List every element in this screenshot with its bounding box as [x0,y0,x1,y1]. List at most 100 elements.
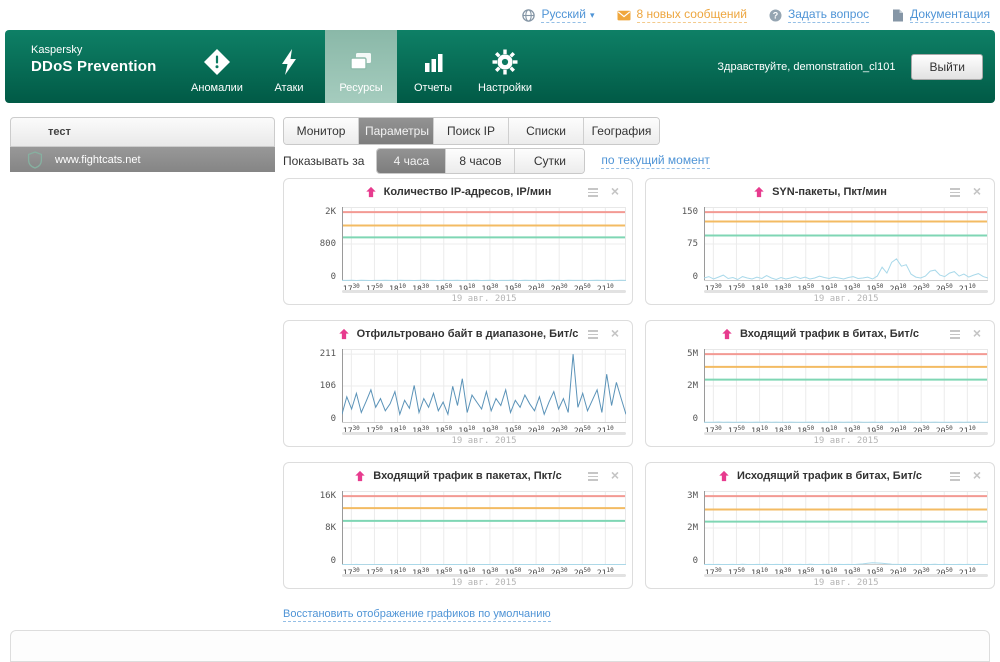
x-axis-label: 1830 [774,425,792,436]
chart-date-label: 19 авг. 2015 [451,578,517,588]
chart-title: SYN-пакеты, Пкт/мин [772,186,887,198]
x-axis-label: 2010 [528,567,545,578]
trend-up-icon [754,186,764,198]
chart-scrollbar[interactable] [704,290,988,293]
x-axis-label: 1850 [435,425,453,436]
period-day-button[interactable]: Сутки [515,149,585,173]
chart-menu-icon[interactable] [588,188,598,199]
tab-geography[interactable]: География [584,118,659,144]
chart-close-icon[interactable]: × [972,183,981,199]
nav-item-reports[interactable]: Отчеты [397,30,469,103]
messages-link[interactable]: 8 новых сообщений [617,7,747,23]
chart-menu-icon[interactable] [588,472,598,483]
x-axis-label: 1810 [751,567,768,578]
chart-scrollbar[interactable] [704,574,988,577]
chart-panel-header: Количество IP-адресов, IP/мин [284,186,632,198]
x-axis-label: 2010 [890,567,907,578]
nav-item-attacks[interactable]: Атаки [253,30,325,103]
chart-title: Входящий трафик в пакетах, Пкт/с [373,470,562,482]
y-axis-label: 150 [681,207,698,218]
chart-menu-icon[interactable] [950,330,960,341]
y-axis-label: 8K [325,523,336,533]
logout-button[interactable]: Выйти [911,53,983,80]
x-axis-label: 1910 [458,283,476,294]
x-axis-label: 2010 [890,425,907,436]
tab-parameters[interactable]: Параметры [359,118,434,144]
tab-monitor[interactable]: Монитор [284,118,359,144]
x-axis-label: 2050 [574,567,591,578]
chart-title: Количество IP-адресов, IP/мин [383,186,552,198]
x-axis-label: 1850 [797,283,815,294]
nav-item-anomalies[interactable]: Аномалии [181,30,253,103]
x-axis-label: 1830 [774,567,792,578]
x-axis-label: 1810 [389,283,406,294]
chart-plot [342,349,626,423]
x-axis-label: 2030 [913,425,930,436]
chart-title: Исходящий трафик в битах, Бит/с [736,470,923,482]
y-axis-label: 16K [319,491,336,502]
document-icon [893,9,904,21]
tab-lists[interactable]: Списки [509,118,584,144]
period-4h-button[interactable]: 4 часа [377,149,447,173]
topbar: Русский ▾ 8 новых сообщений ? Задать воп… [0,0,1000,30]
period-selector: Показывать за 4 часа 8 часов Сутки по те… [283,148,710,174]
chart-menu-icon[interactable] [950,472,960,483]
ask-question-label: Задать вопрос [787,7,870,23]
chart-plot [704,349,988,423]
resource-group-header[interactable]: тест [10,117,275,147]
chart-menu-icon[interactable] [588,330,598,341]
chart-plot [342,491,626,565]
x-axis-label: 2110 [597,567,614,578]
x-axis-label: 2010 [528,425,545,436]
chart-close-icon[interactable]: × [610,183,619,199]
chart-menu-icon[interactable] [950,188,960,199]
x-axis-label: 1950 [867,567,884,578]
tab-ip-search[interactable]: Поиск IP [434,118,509,144]
chart-date-label: 19 авг. 2015 [813,578,879,588]
period-8h-button[interactable]: 8 часов [446,149,516,173]
x-axis-label: 1750 [728,283,745,294]
x-axis-label: 1910 [458,425,476,436]
x-axis-label: 1930 [843,425,861,436]
y-axis-label: 2M [687,523,698,533]
nav-item-resources[interactable]: Ресурсы [325,30,397,103]
greeting-text: Здравствуйте, demonstration_cl101 [717,60,896,73]
charts-grid: Количество IP-адресов, IP/мин × 2K 800 0 1730… [283,178,995,589]
x-axis-label: 1950 [505,425,522,436]
y-axis-label: 75 [687,239,698,249]
bar-chart-icon [419,48,447,76]
x-axis-label: 1730 [705,283,722,294]
x-axis-label: 1910 [820,425,838,436]
x-axis-label: 1750 [366,283,383,294]
sidebar-item-resource[interactable]: www.fightcats.net [10,147,275,172]
x-axis-label: 1730 [343,567,360,578]
ask-question-link[interactable]: ? Задать вопрос [769,7,870,23]
x-axis-label: 1910 [820,567,838,578]
chart-scrollbar[interactable] [342,432,626,435]
chart-date-label: 19 авг. 2015 [451,436,517,446]
chart-close-icon[interactable]: × [972,325,981,341]
nav-item-settings[interactable]: Настройки [469,30,541,103]
chart-close-icon[interactable]: × [972,467,981,483]
chart-scrollbar[interactable] [342,290,626,293]
bottom-panel [10,630,990,662]
language-selector[interactable]: Русский ▾ [522,7,595,23]
restore-charts-link[interactable]: Восстановить отображение графиков по умо… [283,608,551,622]
chart-scrollbar[interactable] [342,574,626,577]
x-axis-label: 1930 [481,283,499,294]
question-icon: ? [769,9,782,21]
chart-scrollbar[interactable] [704,432,988,435]
brand-logo: Kaspersky DDoS Prevention [5,30,181,103]
shield-icon [27,150,43,169]
language-label: Русский [541,7,586,23]
x-axis-label: 1930 [481,425,499,436]
nav-label: Настройки [478,82,532,94]
x-axis-label: 1930 [843,567,861,578]
documentation-link[interactable]: Документация [891,7,990,23]
y-axis-label: 0 [692,272,698,282]
x-axis-label: 1950 [867,283,884,294]
to-current-moment-link[interactable]: по текущий момент [601,153,710,169]
chart-close-icon[interactable]: × [610,325,619,341]
chart-close-icon[interactable]: × [610,467,619,483]
brand-line1: Kaspersky [31,44,83,56]
